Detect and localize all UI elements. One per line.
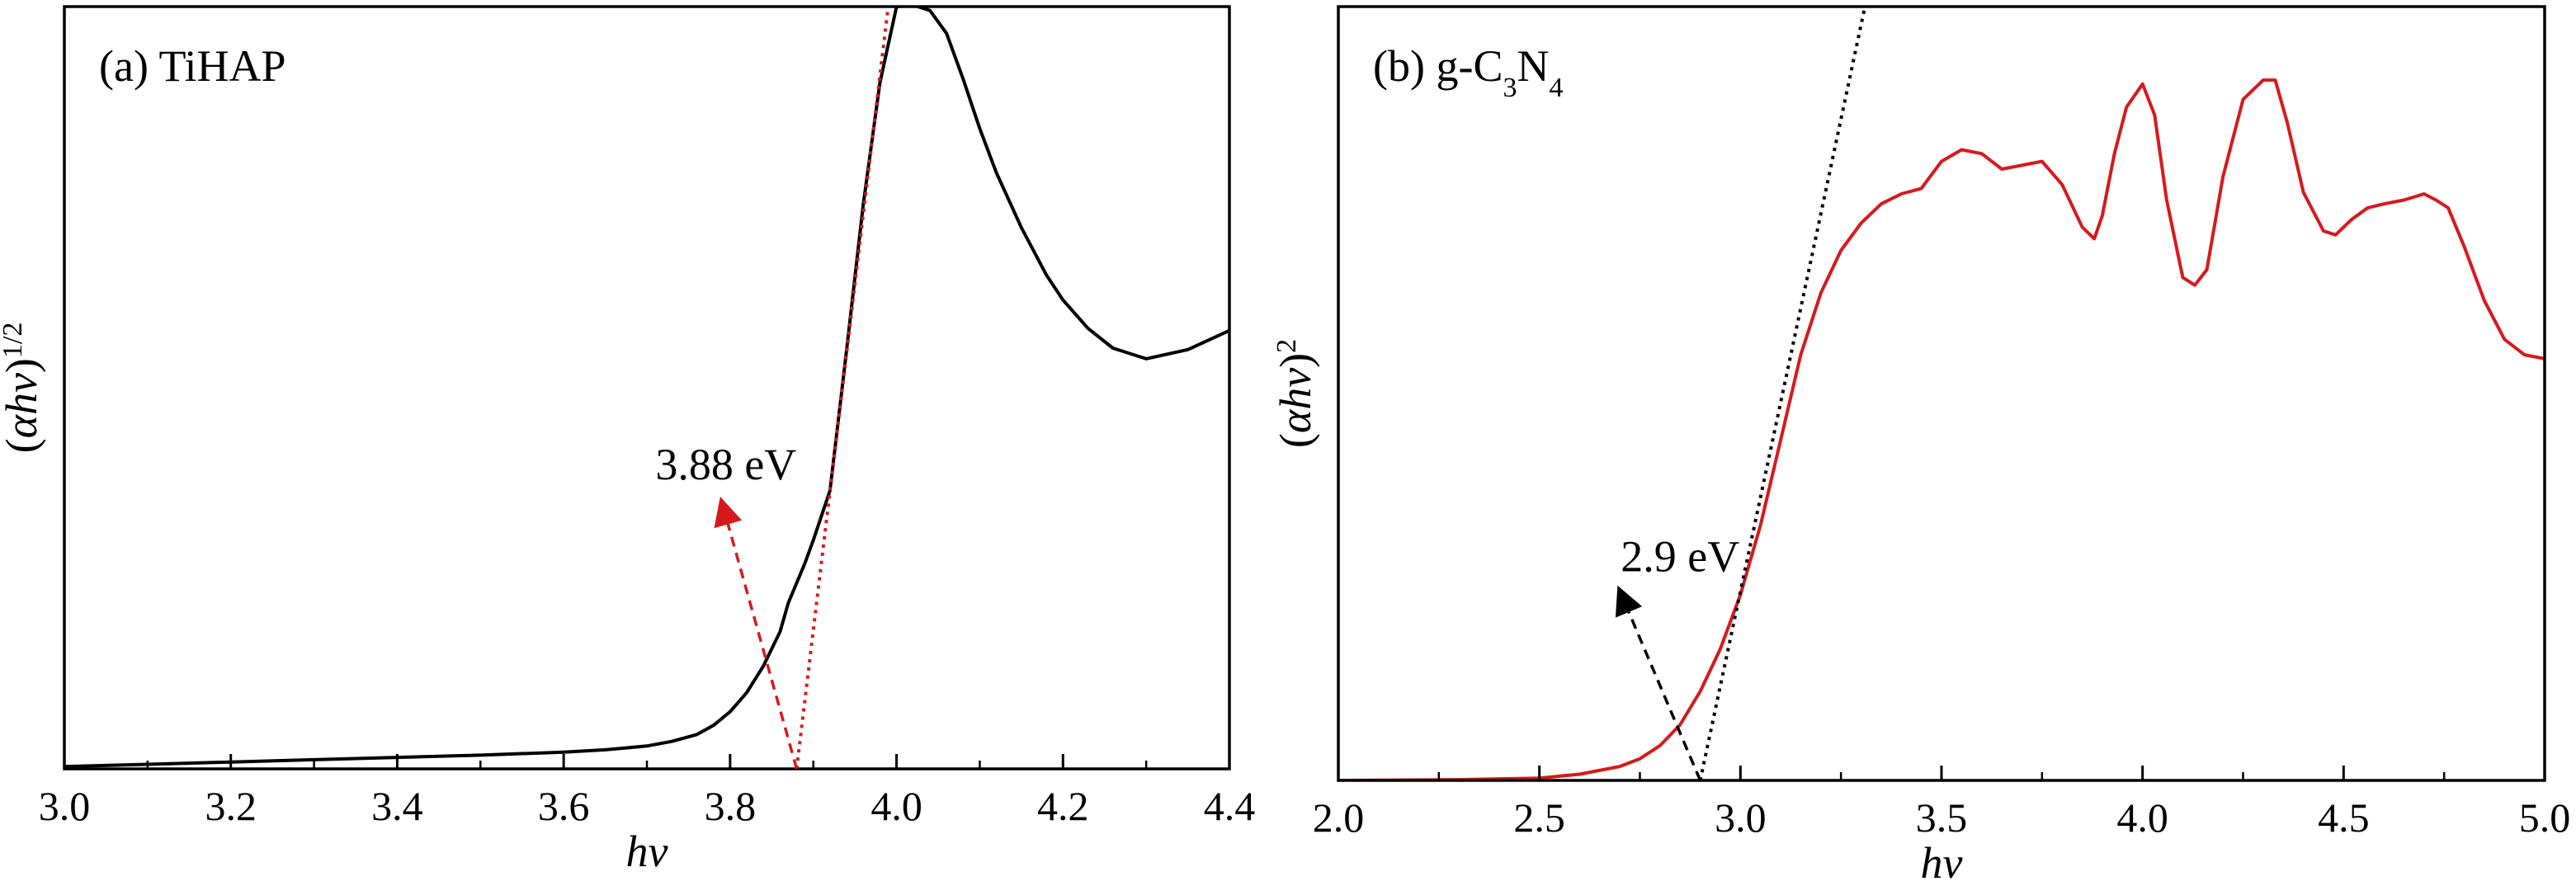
panel-title: (b) g-C3N4: [1373, 41, 1563, 103]
x-tick-label: 3.0: [1715, 794, 1767, 841]
axes-frame: [1337, 5, 2546, 782]
x-tick-label: 3.4: [371, 783, 423, 829]
label-part: ): [0, 358, 46, 373]
axes-frame: [63, 5, 1231, 771]
y-axis-label: (αhν)1/2: [0, 323, 46, 454]
chart-panel-a: 3.0 3.2 3.4 3.6 3.8 4.0 4.2 4.4 hν (αhν)1/2 (a) Ti…: [0, 5, 1256, 876]
x-tick-label: 3.8: [705, 783, 757, 829]
x-tick-label: 3.5: [1916, 794, 1968, 841]
x-axis-label: hν: [1921, 838, 1963, 886]
x-tick-label: 4.5: [2318, 794, 2370, 841]
label-part: 4: [1549, 73, 1563, 103]
label-part: 2: [1271, 339, 1302, 353]
annotation-label: 2.9 eV: [1621, 532, 1739, 582]
x-axis-label: hν: [626, 827, 668, 876]
series-line-b: [1338, 78, 2545, 780]
label-part: (b) g-C: [1373, 41, 1503, 91]
x-tick-label: 3.2: [205, 783, 257, 829]
annotation-arrow: [714, 496, 799, 770]
x-tick-label: 4.0: [870, 783, 922, 829]
x-tick-label: 3.0: [39, 783, 91, 829]
annotation-arrow: [1615, 585, 1702, 781]
y-axis-label: (αhν)2: [1271, 339, 1320, 448]
label-part: (: [1271, 433, 1320, 448]
chart-panel-b: 2.0 2.5 3.0 3.5 4.0 4.5 5.0 hν (αhν)2 (b) g-C3N4 2…: [1271, 5, 2571, 886]
x-tick-label: 4.2: [1037, 783, 1089, 829]
label-part: (a) TiHAP: [99, 41, 286, 91]
label-part: (: [0, 438, 46, 453]
annotation-label: 3.88 eV: [655, 440, 796, 489]
label-part: N: [1517, 41, 1549, 91]
x-tick-label: 3.6: [538, 783, 590, 829]
x-tick-label: 2.0: [1313, 794, 1365, 841]
label-part: αhν: [1271, 368, 1320, 433]
label-part: 1/2: [0, 323, 28, 358]
x-tick-label: 5.0: [2519, 794, 2571, 841]
label-part: 3: [1503, 73, 1517, 103]
x-tick-label: 2.5: [1513, 794, 1565, 841]
x-tick-label: 4.0: [2116, 794, 2168, 841]
plot-area: [64, 7, 1229, 769]
plot-area: [1338, 7, 2545, 780]
tangent-line-a: [795, 7, 890, 769]
label-part: αhν: [0, 373, 46, 438]
series-line-a: [64, 7, 1229, 769]
tangent-line-b: [1698, 7, 1867, 780]
label-part: ): [1271, 353, 1320, 368]
x-tick-label: 4.4: [1204, 783, 1256, 829]
panel-title: (a) TiHAP: [99, 41, 286, 91]
